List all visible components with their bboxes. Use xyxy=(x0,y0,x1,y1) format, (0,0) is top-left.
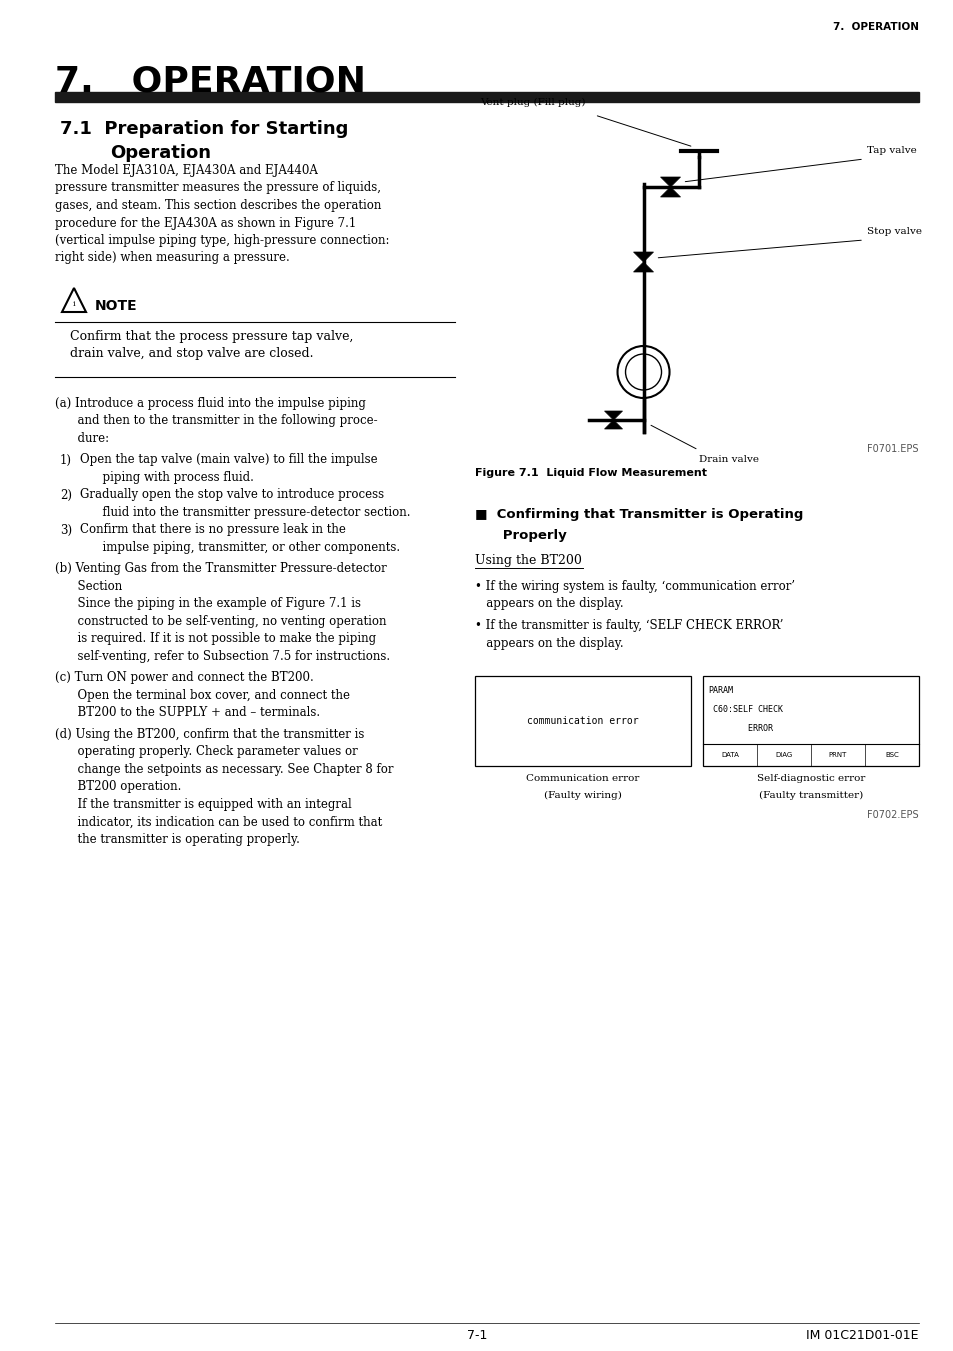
Text: Using the BT200: Using the BT200 xyxy=(475,554,581,567)
Text: PARAM: PARAM xyxy=(707,686,732,694)
Text: (Faulty transmitter): (Faulty transmitter) xyxy=(758,790,862,800)
Polygon shape xyxy=(659,186,679,197)
Text: constructed to be self-venting, no venting operation: constructed to be self-venting, no venti… xyxy=(55,615,386,628)
Text: procedure for the EJA430A as shown in Figure 7.1: procedure for the EJA430A as shown in Fi… xyxy=(55,216,355,230)
Text: BSC: BSC xyxy=(884,753,898,758)
Text: Tap valve: Tap valve xyxy=(866,146,916,155)
Text: Confirm that the process pressure tap valve,: Confirm that the process pressure tap va… xyxy=(70,330,353,343)
Polygon shape xyxy=(633,262,653,272)
Text: (d) Using the BT200, confirm that the transmitter is: (d) Using the BT200, confirm that the tr… xyxy=(55,728,364,740)
Text: 1): 1) xyxy=(60,454,71,466)
Text: impulse piping, transmitter, or other components.: impulse piping, transmitter, or other co… xyxy=(80,540,399,554)
Text: DATA: DATA xyxy=(720,753,738,758)
Text: Properly: Properly xyxy=(475,530,566,542)
Text: Gradually open the stop valve to introduce process: Gradually open the stop valve to introdu… xyxy=(80,489,384,501)
Text: the transmitter is operating properly.: the transmitter is operating properly. xyxy=(55,834,299,846)
Text: PRNT: PRNT xyxy=(828,753,846,758)
Polygon shape xyxy=(604,411,622,420)
Text: (Faulty wiring): (Faulty wiring) xyxy=(543,790,621,800)
Text: Confirm that there is no pressure leak in the: Confirm that there is no pressure leak i… xyxy=(80,523,346,536)
Text: (b) Venting Gas from the Transmitter Pressure-detector: (b) Venting Gas from the Transmitter Pre… xyxy=(55,562,386,576)
Text: Figure 7.1  Liquid Flow Measurement: Figure 7.1 Liquid Flow Measurement xyxy=(475,467,706,478)
Text: self-venting, refer to Subsection 7.5 for instructions.: self-venting, refer to Subsection 7.5 fo… xyxy=(55,650,390,663)
Text: (a) Introduce a process fluid into the impulse piping: (a) Introduce a process fluid into the i… xyxy=(55,397,366,409)
Text: right side) when measuring a pressure.: right side) when measuring a pressure. xyxy=(55,251,290,265)
Text: 3): 3) xyxy=(60,523,72,536)
Text: The Model EJA310A, EJA430A and EJA440A: The Model EJA310A, EJA430A and EJA440A xyxy=(55,163,317,177)
Text: 7.1  Preparation for Starting: 7.1 Preparation for Starting xyxy=(60,120,348,138)
Text: indicator, its indication can be used to confirm that: indicator, its indication can be used to… xyxy=(55,816,382,828)
Text: If the transmitter is equipped with an integral: If the transmitter is equipped with an i… xyxy=(55,798,352,811)
Text: 7.   OPERATION: 7. OPERATION xyxy=(55,65,366,99)
Text: Self-diagnostic error: Self-diagnostic error xyxy=(756,774,864,784)
Bar xyxy=(475,676,690,766)
Text: • If the wiring system is faulty, ‘communication error’: • If the wiring system is faulty, ‘commu… xyxy=(475,580,794,593)
Text: Stop valve: Stop valve xyxy=(866,227,921,236)
Polygon shape xyxy=(633,253,653,262)
Text: (vertical impulse piping type, high-pressure connection:: (vertical impulse piping type, high-pres… xyxy=(55,234,389,247)
Text: dure:: dure: xyxy=(55,432,109,444)
Text: ■  Confirming that Transmitter is Operating: ■ Confirming that Transmitter is Operati… xyxy=(475,508,802,521)
Text: NOTE: NOTE xyxy=(95,299,137,313)
Text: 2): 2) xyxy=(60,489,71,501)
Text: appears on the display.: appears on the display. xyxy=(475,636,622,650)
Text: 7-1: 7-1 xyxy=(466,1329,487,1342)
Text: IM 01C21D01-01E: IM 01C21D01-01E xyxy=(805,1329,918,1342)
Text: 7.  OPERATION: 7. OPERATION xyxy=(832,22,918,32)
Text: • If the transmitter is faulty, ‘SELF CHECK ERROR’: • If the transmitter is faulty, ‘SELF CH… xyxy=(475,619,782,632)
Text: (c) Turn ON power and connect the BT200.: (c) Turn ON power and connect the BT200. xyxy=(55,671,314,685)
Text: piping with process fluid.: piping with process fluid. xyxy=(80,471,253,484)
Text: Vent plug (Fill plug): Vent plug (Fill plug) xyxy=(479,97,584,107)
Polygon shape xyxy=(659,177,679,186)
Text: drain valve, and stop valve are closed.: drain valve, and stop valve are closed. xyxy=(70,347,314,361)
Text: is required. If it is not possible to make the piping: is required. If it is not possible to ma… xyxy=(55,632,375,646)
Text: communication error: communication error xyxy=(526,716,638,725)
Text: Open the terminal box cover, and connect the: Open the terminal box cover, and connect… xyxy=(55,689,350,703)
Text: ERROR: ERROR xyxy=(707,724,772,734)
Text: F0702.EPS: F0702.EPS xyxy=(866,811,918,820)
Text: BT200 operation.: BT200 operation. xyxy=(55,781,181,793)
Text: F0701.EPS: F0701.EPS xyxy=(866,444,918,454)
Text: Drain valve: Drain valve xyxy=(698,455,758,463)
Text: Communication error: Communication error xyxy=(525,774,639,784)
Text: gases, and steam. This section describes the operation: gases, and steam. This section describes… xyxy=(55,199,381,212)
Text: change the setpoints as necessary. See Chapter 8 for: change the setpoints as necessary. See C… xyxy=(55,763,393,775)
Bar xyxy=(702,676,918,766)
Text: operating properly. Check parameter values or: operating properly. Check parameter valu… xyxy=(55,746,357,758)
Bar xyxy=(55,92,918,101)
Text: and then to the transmitter in the following proce-: and then to the transmitter in the follo… xyxy=(55,415,377,427)
Text: C60:SELF CHECK: C60:SELF CHECK xyxy=(707,705,782,713)
Text: DIAG: DIAG xyxy=(775,753,792,758)
Text: fluid into the transmitter pressure-detector section.: fluid into the transmitter pressure-dete… xyxy=(80,507,410,519)
Text: Section: Section xyxy=(55,580,122,593)
Text: Since the piping in the example of Figure 7.1 is: Since the piping in the example of Figur… xyxy=(55,597,360,611)
Text: Open the tap valve (main valve) to fill the impulse: Open the tap valve (main valve) to fill … xyxy=(80,454,377,466)
Polygon shape xyxy=(604,420,622,430)
Text: Operation: Operation xyxy=(110,145,211,162)
Text: BT200 to the SUPPLY + and – terminals.: BT200 to the SUPPLY + and – terminals. xyxy=(55,707,320,720)
Text: appears on the display.: appears on the display. xyxy=(475,597,622,611)
Text: pressure transmitter measures the pressure of liquids,: pressure transmitter measures the pressu… xyxy=(55,181,380,195)
Text: i: i xyxy=(72,300,75,308)
